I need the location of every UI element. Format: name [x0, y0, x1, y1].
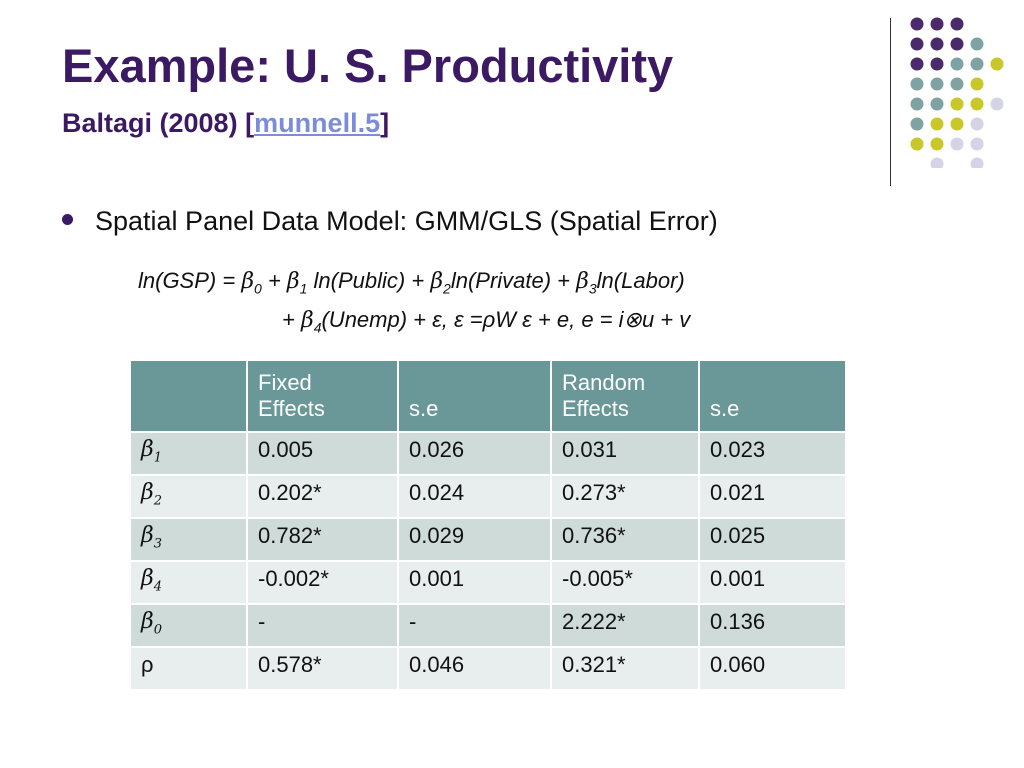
re-se-cell: 0.025	[698, 517, 847, 562]
dot	[970, 157, 984, 168]
fe-estimate-cell: 0.782*	[246, 517, 399, 562]
re-se-cell: 0.001	[698, 560, 847, 605]
dot	[910, 97, 924, 111]
re-estimate-cell: 0.273*	[550, 474, 700, 519]
dot	[990, 57, 1004, 71]
fe-se-cell: 0.046	[397, 646, 552, 691]
bullet-item: Spatial Panel Data Model: GMM/GLS (Spati…	[62, 206, 718, 237]
param-cell: ρ	[129, 646, 248, 691]
dot	[970, 37, 984, 51]
header-cell-fixed-effects: Fixed Effects	[246, 359, 399, 433]
dot	[910, 77, 924, 91]
bullet-icon	[62, 214, 73, 226]
dot	[950, 117, 964, 131]
param-cell: β1	[129, 431, 248, 476]
fe-estimate-cell: -0.002*	[246, 560, 399, 605]
munnell-dataset-link[interactable]: munnell.5	[254, 108, 381, 138]
subtitle-prefix: Baltagi (2008) [	[62, 108, 255, 138]
fe-estimate-cell: 0.202*	[246, 474, 399, 519]
dot	[970, 117, 984, 131]
subtitle-suffix: ]	[380, 108, 390, 138]
equation-line-1: ln(GSP) = β0 + β1 ln(Public) + β2ln(Priv…	[138, 268, 685, 297]
slide-subtitle: Baltagi (2008) [munnell.5]	[62, 110, 389, 137]
dot	[950, 137, 964, 151]
dot	[910, 117, 924, 131]
fe-se-cell: 0.029	[397, 517, 552, 562]
dot	[910, 17, 924, 31]
bullet-text: Spatial Panel Data Model: GMM/GLS (Spati…	[95, 206, 718, 236]
decorative-divider	[890, 18, 891, 186]
param-cell: β2	[129, 474, 248, 519]
slide-title: Example: U. S. Productivity	[62, 39, 674, 92]
dot	[930, 17, 944, 31]
fe-se-cell: 0.001	[397, 560, 552, 605]
re-se-cell: 0.023	[698, 431, 847, 476]
dot	[930, 97, 944, 111]
dot	[910, 37, 924, 51]
header-cell-random-effects: Random Effects	[550, 359, 700, 433]
dot	[970, 137, 984, 151]
dot	[930, 137, 944, 151]
decorative-dot-grid	[910, 17, 1004, 168]
table-row: β4 -0.002* 0.001 -0.005* 0.001	[129, 560, 847, 605]
param-cell: β0	[129, 603, 248, 648]
dot	[930, 157, 944, 168]
fe-estimate-cell: -	[246, 603, 399, 648]
header-cell-fe-se: s.e	[397, 359, 552, 433]
dot	[950, 57, 964, 71]
fe-estimate-cell: 0.005	[246, 431, 399, 476]
table-row: β0 - - 2.222* 0.136	[129, 603, 847, 648]
re-estimate-cell: 0.031	[550, 431, 700, 476]
dot	[950, 37, 964, 51]
dot	[970, 57, 984, 71]
dot	[930, 77, 944, 91]
fe-se-cell: -	[397, 603, 552, 648]
fe-se-cell: 0.024	[397, 474, 552, 519]
dot	[950, 17, 964, 31]
param-cell: β3	[129, 517, 248, 562]
dot	[970, 77, 984, 91]
re-se-cell: 0.060	[698, 646, 847, 691]
estimates-table: Fixed Effects s.e Random Effects s.e β1 0.…	[129, 359, 847, 691]
dot	[910, 57, 924, 71]
dot	[930, 57, 944, 71]
header-cell-blank	[129, 359, 248, 433]
re-estimate-cell: 0.321*	[550, 646, 700, 691]
table-header-row: Fixed Effects s.e Random Effects s.e	[129, 359, 847, 433]
dot	[950, 97, 964, 111]
table-row: β2 0.202* 0.024 0.273* 0.021	[129, 474, 847, 519]
table-row: β1 0.005 0.026 0.031 0.023	[129, 431, 847, 476]
fe-se-cell: 0.026	[397, 431, 552, 476]
re-estimate-cell: 0.736*	[550, 517, 700, 562]
re-estimate-cell: -0.005*	[550, 560, 700, 605]
dot	[930, 117, 944, 131]
dot	[990, 97, 1004, 111]
header-cell-re-se: s.e	[698, 359, 847, 433]
table-row: ρ 0.578* 0.046 0.321* 0.060	[129, 646, 847, 691]
fe-estimate-cell: 0.578*	[246, 646, 399, 691]
table-row: β3 0.782* 0.029 0.736* 0.025	[129, 517, 847, 562]
equation-line-2: + β4(Unemp) + ε, ε =ρW ε + e, e = i⊗u + …	[282, 307, 691, 336]
dot	[910, 137, 924, 151]
dot	[930, 37, 944, 51]
re-se-cell: 0.021	[698, 474, 847, 519]
re-se-cell: 0.136	[698, 603, 847, 648]
param-cell: β4	[129, 560, 248, 605]
dot	[950, 77, 964, 91]
re-estimate-cell: 2.222*	[550, 603, 700, 648]
dot	[970, 97, 984, 111]
